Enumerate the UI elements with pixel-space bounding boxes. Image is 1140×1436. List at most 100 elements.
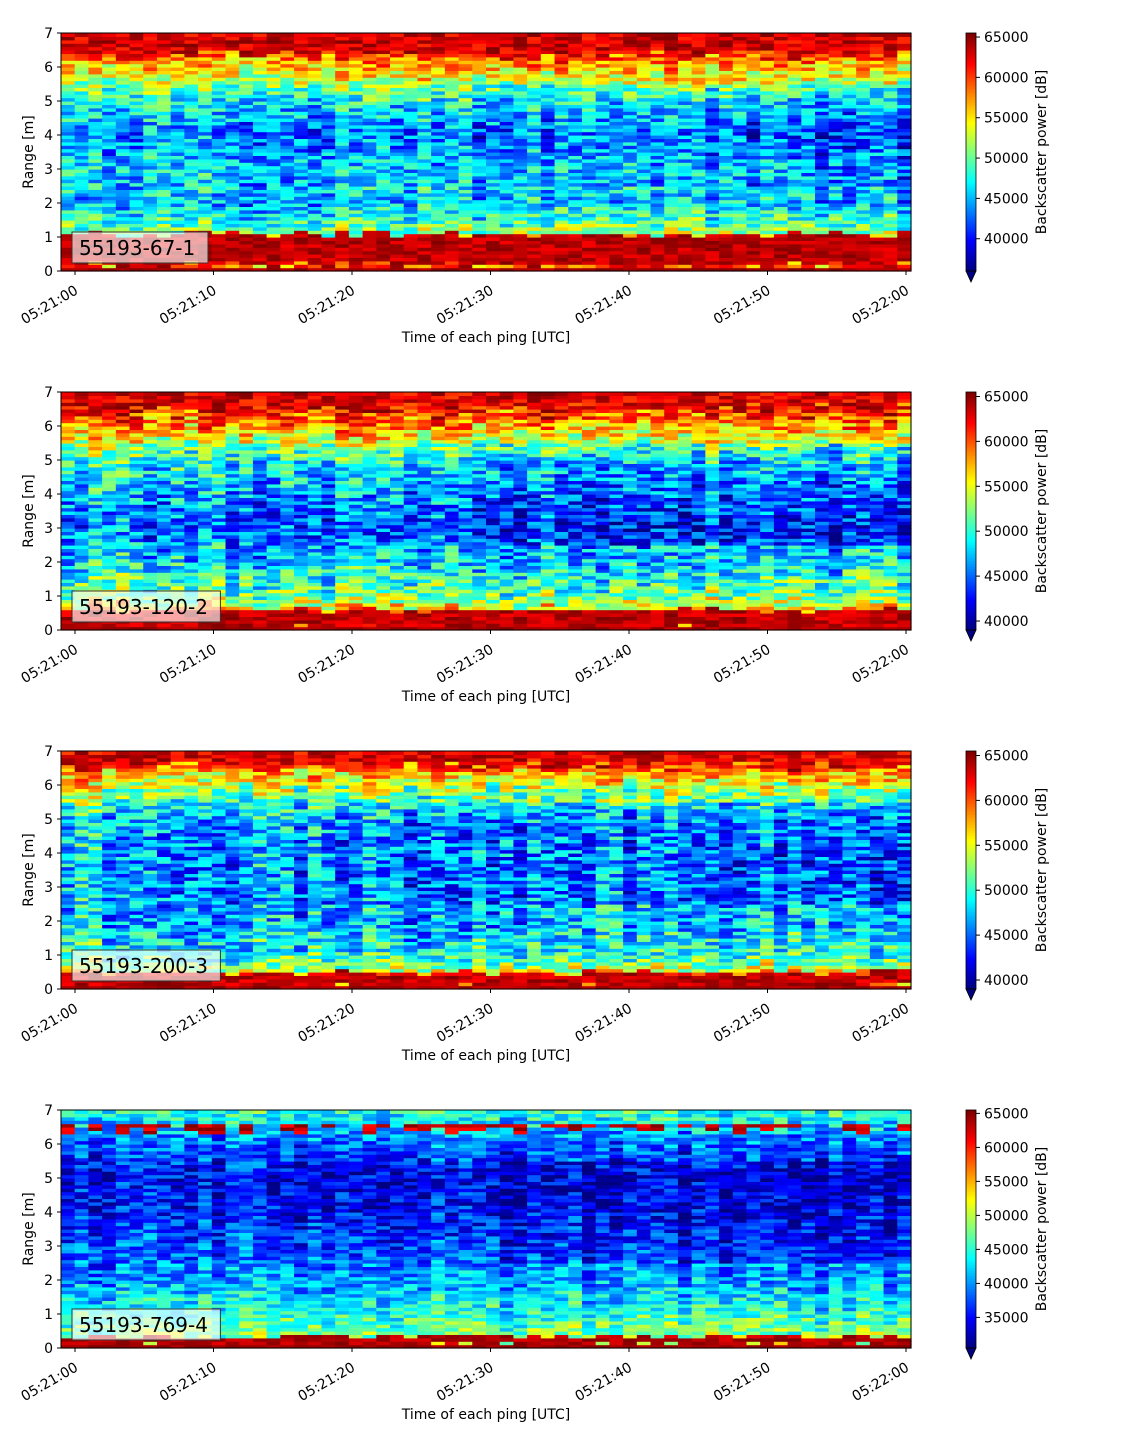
heatmap-cell (499, 84, 515, 88)
heatmap-cell (897, 77, 912, 82)
heatmap-cell (211, 267, 227, 272)
heatmap-cell (828, 220, 844, 224)
heatmap-cell (266, 182, 281, 187)
heatmap-cell (390, 135, 405, 139)
heatmap-cell (225, 131, 240, 136)
heatmap-cell (664, 39, 679, 44)
heatmap-cell (719, 73, 734, 78)
heatmap-cell (760, 220, 775, 224)
heatmap-cell (239, 155, 254, 160)
colorbar-segment (966, 70, 976, 74)
heatmap-cell (115, 63, 131, 68)
heatmap-cell (88, 53, 103, 58)
heatmap-cell (458, 111, 473, 116)
heatmap-cell (280, 138, 295, 143)
heatmap-cell (581, 128, 597, 133)
heatmap-cell (115, 172, 131, 177)
heatmap-cell (102, 223, 117, 228)
heatmap-cell (760, 118, 775, 122)
heatmap-cell (691, 77, 706, 82)
heatmap-cell (348, 124, 364, 129)
heatmap-cell (211, 199, 227, 204)
heatmap-cell (239, 114, 254, 119)
heatmap-cell (787, 254, 802, 258)
heatmap-cell (156, 124, 172, 129)
heatmap-cell (321, 128, 336, 133)
heatmap-cell (815, 145, 830, 150)
heatmap-cell (664, 36, 679, 41)
heatmap-cell (664, 63, 679, 68)
heatmap-cell (115, 155, 131, 160)
heatmap-cell (239, 223, 254, 228)
heatmap-cell (787, 124, 802, 129)
heatmap-cell (61, 473, 76, 478)
heatmap-cell (664, 243, 679, 248)
heatmap-cell (636, 84, 652, 88)
heatmap-cell (732, 199, 748, 204)
heatmap-cell (856, 240, 871, 245)
heatmap-cell (883, 260, 898, 265)
heatmap-cell (115, 87, 131, 92)
heatmap-cell (815, 111, 830, 116)
heatmap-cell (499, 216, 515, 221)
heatmap-cell (677, 50, 693, 54)
heatmap-cell (129, 456, 144, 461)
heatmap-cell (554, 220, 569, 224)
heatmap-cell (280, 186, 295, 190)
heatmap-cell (787, 189, 802, 194)
heatmap-cell (842, 155, 857, 160)
heatmap-cell (129, 104, 144, 109)
heatmap-cell (636, 141, 652, 146)
heatmap-cell (499, 189, 515, 194)
heatmap-cell (773, 158, 789, 163)
heatmap-cell (294, 60, 309, 65)
heatmap-cell (348, 138, 364, 143)
heatmap-cell (773, 165, 789, 170)
heatmap-cell (198, 226, 213, 231)
heatmap-cell (376, 128, 391, 133)
heatmap-cell (102, 216, 117, 221)
colorbar-segment (966, 136, 976, 139)
heatmap-cell (376, 216, 391, 221)
heatmap-cell (417, 196, 432, 201)
colorbar-segment (966, 253, 976, 256)
heatmap-cell (74, 196, 90, 201)
heatmap-cell (184, 50, 199, 54)
heatmap-cell (184, 199, 199, 204)
colorbar-segment (966, 68, 976, 72)
heatmap-cell (129, 148, 144, 153)
heatmap-cell (513, 101, 528, 105)
heatmap-cell (595, 53, 610, 58)
heatmap-cell (362, 141, 377, 146)
heatmap-cell (828, 257, 844, 262)
heatmap-cell (732, 226, 748, 231)
heatmap-cell (335, 237, 350, 241)
heatmap-cell (568, 162, 583, 167)
heatmap-cell (746, 250, 761, 255)
heatmap-cell (280, 135, 295, 139)
heatmap-cell (664, 33, 679, 37)
colorbar-segment (966, 199, 976, 203)
heatmap-cell (362, 203, 377, 207)
heatmap-cell (568, 182, 583, 187)
heatmap-cell (472, 60, 487, 65)
heatmap-cell (143, 80, 158, 85)
heatmap-cell (581, 169, 597, 173)
colorbar-segment (966, 142, 976, 145)
heatmap-cell (499, 158, 515, 163)
heatmap-cell (527, 186, 542, 190)
heatmap-cell (376, 138, 391, 143)
heatmap-cell (252, 77, 268, 82)
heatmap-cell (74, 33, 90, 37)
heatmap-cell (129, 101, 144, 105)
heatmap-cell (869, 172, 885, 177)
heatmap-cell (705, 182, 720, 187)
heatmap-cell (417, 230, 432, 235)
heatmap-cell (513, 43, 528, 48)
heatmap-cell (184, 223, 199, 228)
heatmap-cell (61, 606, 76, 611)
heatmap-cell (486, 131, 501, 136)
heatmap-cell (198, 135, 213, 139)
heatmap-cell (760, 97, 775, 102)
y-tick-label: 5 (44, 94, 53, 110)
